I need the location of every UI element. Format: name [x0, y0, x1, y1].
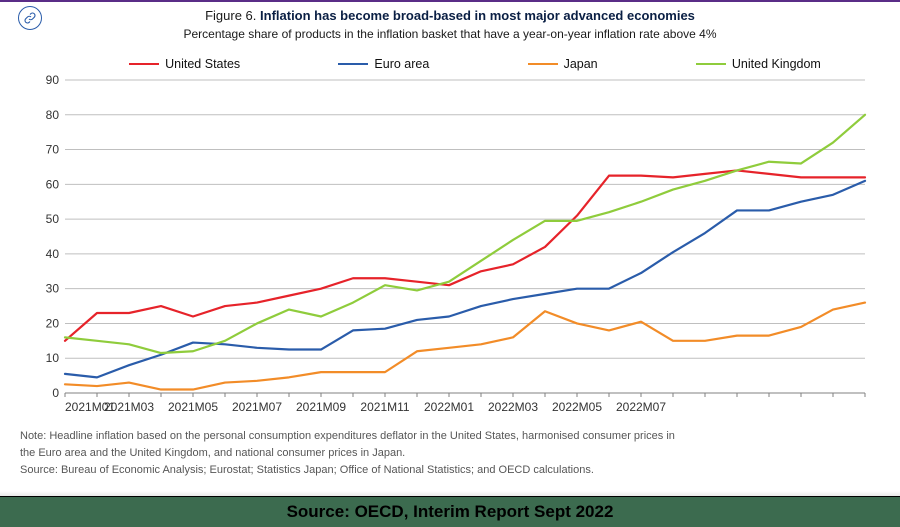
svg-text:80: 80 [46, 108, 60, 122]
svg-text:90: 90 [46, 73, 60, 87]
svg-text:2021M07: 2021M07 [232, 400, 282, 414]
svg-text:2022M01: 2022M01 [424, 400, 474, 414]
top-border [0, 0, 900, 2]
legend-label: Japan [564, 57, 598, 71]
svg-text:10: 10 [46, 351, 60, 365]
svg-text:2021M09: 2021M09 [296, 400, 346, 414]
legend: United States Euro area Japan United Kingdo… [80, 54, 870, 74]
legend-label: Euro area [374, 57, 429, 71]
legend-item: Japan [528, 57, 598, 71]
figure-label: Figure 6. [205, 8, 256, 23]
legend-label: United Kingdom [732, 57, 821, 71]
svg-text:50: 50 [46, 212, 60, 226]
link-icon [24, 12, 36, 24]
legend-item: United States [129, 57, 240, 71]
figure-title-bold: Inflation has become broad-based in most… [260, 8, 695, 23]
svg-text:40: 40 [46, 247, 60, 261]
svg-text:2022M03: 2022M03 [488, 400, 538, 414]
svg-text:2021M03: 2021M03 [104, 400, 154, 414]
legend-item: Euro area [338, 57, 429, 71]
note-line-3: Source: Bureau of Economic Analysis; Eur… [20, 462, 880, 479]
svg-text:70: 70 [46, 143, 60, 157]
line-chart: 01020304050607080902021M012021M032021M05… [20, 46, 880, 421]
share-button[interactable] [18, 6, 42, 30]
chart-notes: Note: Headline inflation based on the pe… [20, 428, 880, 479]
figure-title: Figure 6. Inflation has become broad-bas… [0, 0, 900, 23]
svg-text:2022M07: 2022M07 [616, 400, 666, 414]
svg-text:2021M05: 2021M05 [168, 400, 218, 414]
legend-item: United Kingdom [696, 57, 821, 71]
legend-swatch [129, 63, 159, 66]
legend-label: United States [165, 57, 240, 71]
svg-text:20: 20 [46, 316, 60, 330]
subtitle: Percentage share of products in the infl… [0, 23, 900, 41]
note-line-1: Note: Headline inflation based on the pe… [20, 428, 880, 445]
chart-container: United States Euro area Japan United Kingdo… [20, 46, 880, 421]
svg-text:0: 0 [52, 386, 59, 400]
svg-text:30: 30 [46, 282, 60, 296]
svg-text:2021M11: 2021M11 [360, 400, 409, 414]
svg-text:2022M05: 2022M05 [552, 400, 602, 414]
legend-swatch [338, 63, 368, 66]
legend-swatch [696, 63, 726, 66]
note-line-2: the Euro area and the United Kingdom, an… [20, 445, 880, 462]
footer-text: Source: OECD, Interim Report Sept 2022 [0, 502, 900, 522]
svg-text:60: 60 [46, 177, 60, 191]
legend-swatch [528, 63, 558, 66]
